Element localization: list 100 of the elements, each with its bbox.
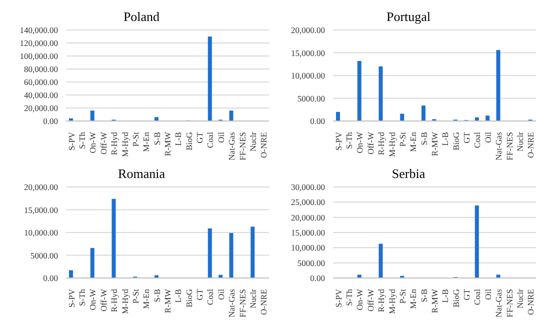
y-tick-label: 20,000.00 xyxy=(291,212,325,222)
x-tick-label: M-En xyxy=(141,288,152,309)
x-tick-label: M-En xyxy=(408,131,418,152)
x-tick-label: Nat-Gas xyxy=(226,132,237,160)
x-tick-label: FF-NES xyxy=(237,132,248,160)
x-tick-label: R-Hyd xyxy=(109,288,120,312)
y-tick-label: 25,000.00 xyxy=(291,197,325,208)
y-tick-label: 60,000.00 xyxy=(24,77,58,88)
x-tick-label: M-Hyd xyxy=(386,288,397,314)
y-tick-label: 0.00 xyxy=(310,116,325,126)
x-tick-label: Off-W xyxy=(98,289,108,312)
x-tick-label: S-PV xyxy=(66,288,76,308)
x-tick-label: Off-W xyxy=(365,132,376,154)
y-tick-label: 0.00 xyxy=(43,116,58,126)
x-tick-label: L-B xyxy=(440,132,450,146)
x-tick-label: M-En xyxy=(141,131,152,152)
x-tick-label: Oil xyxy=(482,131,493,143)
y-tick-label: 15,000.00 xyxy=(24,204,58,215)
x-tick-label: Nat-Gas xyxy=(226,289,237,318)
x-tick-label: L-B xyxy=(173,288,184,303)
y-tick-label: 120,000.00 xyxy=(20,38,58,48)
x-tick-label: S-B xyxy=(418,132,429,146)
y-tick-label: 20,000.00 xyxy=(291,25,325,36)
y-tick-label: 100,000.00 xyxy=(20,51,58,62)
x-tick-label: On-W xyxy=(88,289,98,310)
y-tick-label: 10,000.00 xyxy=(291,70,325,81)
x-tick-label: M-En xyxy=(408,288,418,309)
x-tick-label: Oil xyxy=(216,288,226,300)
x-tick-label: P-St xyxy=(130,131,140,147)
x-tick-label: O-NRE xyxy=(526,132,536,158)
y-tick-label: 140,000.00 xyxy=(20,25,58,36)
x-tick-label: R-Hyd xyxy=(376,131,386,156)
x-tick-label: S-B xyxy=(418,288,429,302)
x-tick-label: L-B xyxy=(440,288,450,303)
x-tick-label: Oil xyxy=(482,288,493,300)
y-tick-label: 40,000.00 xyxy=(24,90,58,100)
y-tick-label: 5000.00 xyxy=(297,258,325,268)
chart-title: Romania xyxy=(117,165,166,183)
y-tick-label: 10,000.00 xyxy=(24,228,58,238)
x-tick-label: Nat-Gas xyxy=(494,132,504,160)
x-tick-label: FF-NES xyxy=(504,132,514,160)
x-tick-label: GT xyxy=(194,131,205,144)
x-tick-label: R-MW xyxy=(162,132,172,156)
x-tick-label: S-B xyxy=(152,288,162,302)
y-tick-label: 15,000.00 xyxy=(291,48,325,58)
x-tick-label: Nuclr xyxy=(248,288,258,308)
y-tick-label: 0.00 xyxy=(43,273,58,284)
y-tick-label: 15,000.00 xyxy=(291,228,325,238)
x-tick-label: R-MW xyxy=(430,132,440,156)
x-tick-label: Oil xyxy=(216,131,226,143)
x-tick-label: M-Hyd xyxy=(120,288,130,314)
x-tick-label: P-St xyxy=(397,288,408,304)
x-tick-label: Coal xyxy=(472,131,482,148)
chart-title: Poland xyxy=(122,8,161,26)
x-tick-label: S-B xyxy=(152,132,162,146)
x-tick-label: FF-NES xyxy=(504,288,514,318)
y-tick-label: 20,000.00 xyxy=(24,182,58,192)
x-tick-label: Coal xyxy=(205,131,216,148)
y-tick-label: 5000.00 xyxy=(297,93,325,104)
x-tick-label: On-W xyxy=(354,132,365,154)
x-tick-label: S-Th xyxy=(344,131,354,149)
x-tick-label: Off-W xyxy=(365,289,376,312)
x-tick-label: S-Th xyxy=(77,288,88,306)
x-tick-label: Coal xyxy=(472,288,482,306)
x-tick-label: M-Hyd xyxy=(120,131,130,158)
y-tick-label: 5000.00 xyxy=(30,250,58,260)
x-tick-label: S-Th xyxy=(77,131,88,149)
x-tick-label: Nat-Gas xyxy=(494,289,504,318)
x-tick-label: BioG xyxy=(184,132,194,150)
x-tick-label: O-NRE xyxy=(526,289,536,315)
x-tick-label: S-PV xyxy=(66,131,76,150)
x-tick-label: On-W xyxy=(88,132,98,154)
x-tick-label: L-B xyxy=(173,132,184,146)
x-tick-label: Coal xyxy=(205,288,216,306)
chart-title: Serbia xyxy=(390,165,426,183)
x-tick-label: GT xyxy=(462,288,472,300)
x-tick-label: S-Th xyxy=(344,288,354,306)
x-tick-label: Nuclr xyxy=(248,132,258,152)
y-tick-label: 10,000.00 xyxy=(291,242,325,253)
y-tick-label: 0.00 xyxy=(310,273,325,284)
x-tick-label: BioG xyxy=(450,132,461,150)
x-tick-label: BioG xyxy=(450,289,461,308)
chart-title: Portugal xyxy=(385,8,432,26)
x-tick-label: FF-NES xyxy=(237,288,248,318)
x-tick-label: R-MW xyxy=(430,289,440,314)
x-tick-label: R-Hyd xyxy=(109,131,120,156)
x-tick-label: S-PV xyxy=(333,288,344,308)
x-tick-label: O-NRE xyxy=(258,289,269,315)
y-tick-label: 20,000.00 xyxy=(24,103,58,114)
x-tick-label: BioG xyxy=(184,289,194,308)
x-tick-label: Nuclr xyxy=(514,132,525,152)
x-tick-label: Off-W xyxy=(98,132,108,154)
x-tick-label: O-NRE xyxy=(258,132,269,158)
x-tick-label: R-MW xyxy=(162,289,172,314)
x-tick-label: Nuclr xyxy=(514,288,525,308)
x-tick-label: On-W xyxy=(354,289,365,310)
x-tick-label: P-St xyxy=(130,288,140,304)
x-tick-label: S-PV xyxy=(333,131,344,150)
x-tick-label: GT xyxy=(194,288,205,300)
y-tick-label: 30,000.00 xyxy=(291,182,325,192)
